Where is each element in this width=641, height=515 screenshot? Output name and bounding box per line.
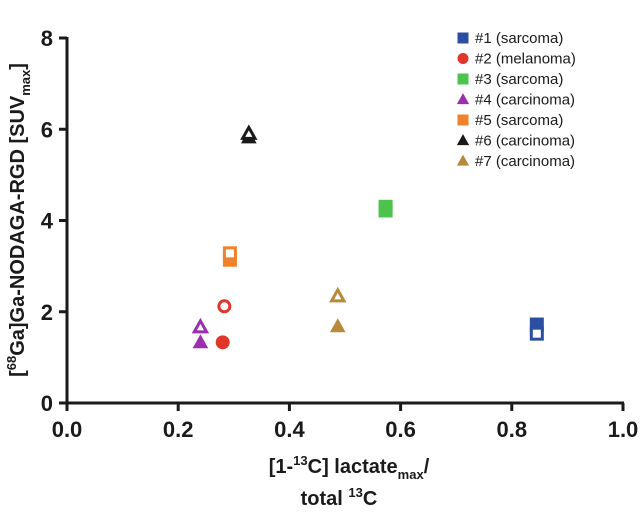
x-tick-label: 0.2	[163, 417, 194, 442]
legend-marker-1	[457, 32, 469, 44]
x-tick-label: 0.6	[385, 417, 416, 442]
data-point-4-filled	[192, 334, 209, 349]
legend-marker-7	[456, 154, 470, 166]
data-point-2-filled	[215, 335, 230, 350]
legend-label: #5 (sarcoma)	[475, 112, 563, 129]
x-tick-label: 0.8	[497, 417, 528, 442]
y-tick-label: 0	[41, 391, 53, 416]
legend-label: #3 (sarcoma)	[475, 71, 563, 88]
x-tick-label: 1.0	[608, 417, 639, 442]
legend-marker-4	[456, 93, 470, 105]
data-point-2-open	[217, 299, 232, 314]
data-point-3-filled	[378, 203, 393, 218]
legend-marker-2	[457, 53, 469, 64]
y-axis-label: [68Ga]Ga-NODAGA-RGD [SUVmax]	[4, 63, 33, 377]
data-point-7-open	[329, 286, 347, 303]
legend-label: #2 (melanoma)	[475, 51, 576, 68]
x-axis-label-line1: [1-13C] lactatemax/	[269, 453, 430, 482]
legend-label: #7 (carcinoma)	[475, 153, 575, 170]
legend: #1 (sarcoma) #2 (melanoma) #3 (sarcoma) #4 …	[456, 30, 576, 170]
data-point-4-open	[191, 317, 210, 334]
legend-label: #4 (carcinoma)	[475, 92, 575, 109]
x-axis-ticks: 0.0 0.2 0.4 0.6 0.8 1.0	[52, 403, 639, 442]
legend-marker-5	[457, 114, 469, 126]
legend-label: #1 (sarcoma)	[475, 30, 563, 47]
x-tick-label: 0.0	[52, 417, 83, 442]
data-point-7-filled	[329, 318, 346, 333]
data-point-6-open	[240, 124, 258, 140]
y-tick-label: 6	[41, 117, 53, 142]
data-point-5-open	[222, 246, 237, 261]
data-points	[191, 124, 544, 350]
y-tick-label: 4	[41, 209, 54, 234]
x-tick-label: 0.4	[274, 417, 305, 442]
data-point-1-open	[529, 326, 544, 341]
y-axis-ticks: 0 2 4 6 8	[41, 26, 67, 416]
y-tick-label: 2	[41, 300, 53, 325]
y-tick-label: 8	[41, 26, 53, 51]
legend-marker-6	[456, 134, 470, 146]
legend-label: #6 (carcinoma)	[475, 133, 575, 150]
x-axis-label-line2: total 13C	[301, 485, 378, 510]
legend-marker-3	[457, 73, 469, 85]
